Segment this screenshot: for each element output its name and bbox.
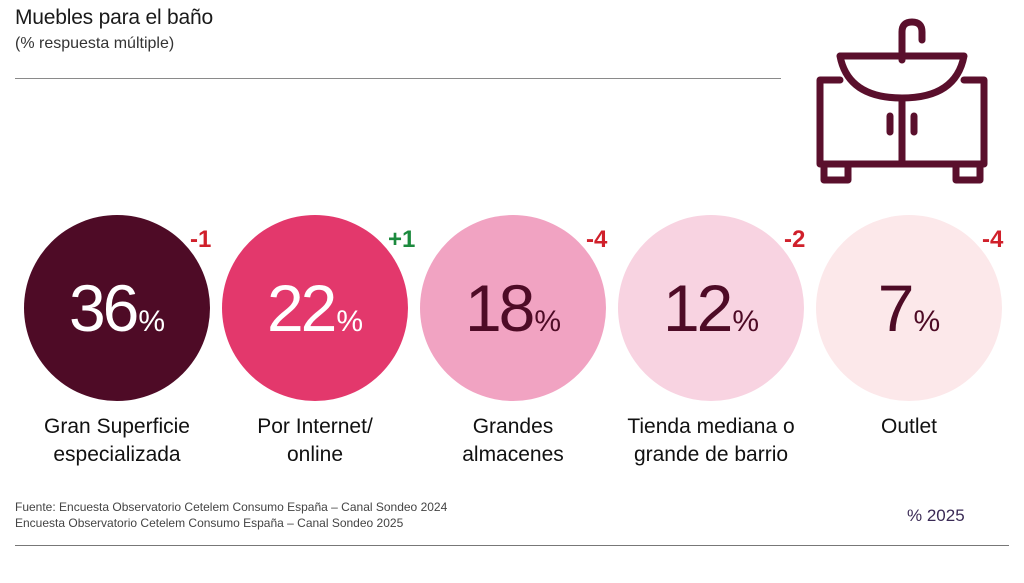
category-label-line-1: Outlet: [880, 415, 938, 438]
category-label: Tienda mediana o grande de barrio: [611, 413, 811, 469]
bathroom-sink-cabinet-icon: [816, 18, 988, 184]
bubble-value: 12: [662, 271, 733, 345]
delta-label: -2: [784, 226, 806, 253]
chart-title: Muebles para el baño: [15, 6, 213, 29]
category-label-line-2: almacenes: [462, 443, 564, 466]
bubble-percent-sign: %: [534, 305, 562, 338]
bubble-percent-sign: %: [732, 305, 760, 338]
delta-label: -4: [586, 226, 608, 253]
category-label-line-1: Tienda mediana o: [627, 415, 795, 438]
bubble-2: 18%: [420, 215, 606, 401]
bubble-3: 12%: [618, 215, 804, 401]
source-line-2: Encuesta Observatorio Cetelem Consumo Es…: [15, 516, 404, 530]
bubble-0: 36%: [24, 215, 210, 401]
chart-subtitle: (% respuesta múltiple): [15, 35, 175, 52]
category-label-line-1: Grandes: [472, 415, 554, 438]
bubble-value: 7: [877, 271, 915, 345]
category-label-line-2: grande de barrio: [633, 443, 789, 466]
bubble-percent-sign: %: [138, 305, 166, 338]
category-label-line-1: Por Internet/: [257, 415, 373, 438]
source-note: Fuente: Encuesta Observatorio Cetelem Co…: [15, 499, 447, 531]
category-label: Outlet: [809, 413, 1009, 441]
bubble-4: 7%: [816, 215, 1002, 401]
category-label: Grandes almacenes: [413, 413, 613, 469]
delta-label: -4: [982, 226, 1004, 253]
bubble-value: 22: [266, 271, 337, 345]
footer-divider: [15, 545, 1009, 546]
category-label-line-2: online: [286, 443, 344, 466]
bubble-percent-sign: %: [336, 305, 364, 338]
legend-year: % 2025: [907, 506, 965, 525]
category-label: Gran Superficie especializada: [17, 413, 217, 469]
header-divider: [15, 78, 781, 79]
delta-label: -1: [190, 226, 212, 253]
bubble-value: 36: [68, 271, 139, 345]
category-label: Por Internet/online: [215, 413, 415, 469]
category-label-line-2: especializada: [53, 443, 181, 466]
category-label-line-1: Gran Superficie: [44, 415, 190, 438]
bubble-percent-sign: %: [913, 305, 941, 338]
source-line-1: Fuente: Encuesta Observatorio Cetelem Co…: [15, 500, 448, 514]
bubble-value: 18: [464, 271, 535, 345]
delta-label: +1: [388, 226, 416, 253]
bubble-1: 22%: [222, 215, 408, 401]
